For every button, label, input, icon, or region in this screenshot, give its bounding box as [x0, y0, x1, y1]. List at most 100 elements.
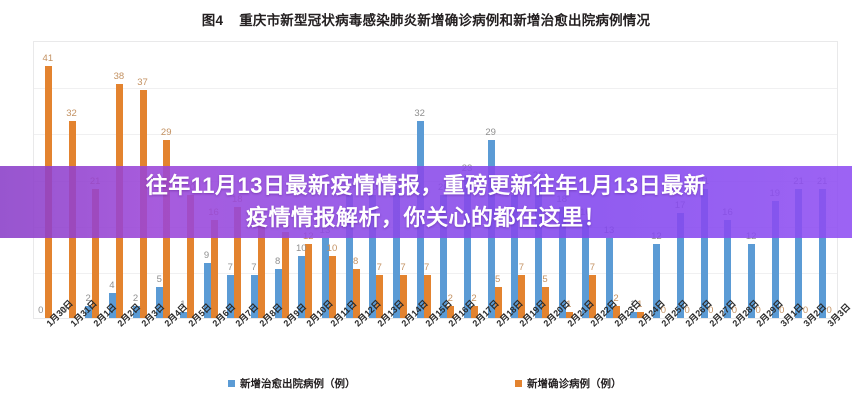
- bar-cured: [250, 274, 258, 318]
- bar-value-label-confirmed: 7: [400, 261, 406, 273]
- legend-item-confirmed[interactable]: 新增确诊病例（例）: [515, 376, 622, 391]
- bar-value-label-cured: 10: [295, 243, 307, 255]
- bar-cured: [108, 293, 116, 318]
- bar-cured: [392, 188, 400, 318]
- bar-confirmed: [613, 305, 621, 318]
- bar-confirmed: [423, 274, 431, 318]
- bar-value-label-confirmed: 2: [471, 292, 477, 304]
- bar-cured: [274, 268, 282, 318]
- bar-cured: [179, 311, 187, 318]
- bar-confirmed: [257, 225, 265, 318]
- bar-value-label-confirmed: 7: [589, 261, 596, 273]
- bar-cured: [85, 305, 93, 318]
- legend-item-cured[interactable]: 新增治愈出院病例（例）: [228, 376, 356, 391]
- bar-value-label-cured: 7: [251, 261, 257, 273]
- x-axis-labels: 1月30日 1月31日 2月1日 2月2日 2月3日 2月4日 2月5日 2月6日 2月7日 2月…: [33, 298, 852, 372]
- bar-confirmed: [494, 287, 502, 318]
- bar-cured: [582, 219, 590, 318]
- promo-banner-text: 往年11月13日最新疫情情报，重磅更新往年1月13日最新 疫情情报解析，你关心的…: [0, 166, 852, 238]
- chart-legend: 新增治愈出院病例（例） 新增确诊病例（例）: [0, 376, 852, 396]
- bar-value-label-cured: 2: [132, 292, 139, 304]
- bar-value-label-cured: 29: [485, 126, 496, 138]
- bar-confirmed: [92, 188, 100, 318]
- bar-cured: [724, 219, 732, 318]
- bar-value-label-cured: 9: [203, 249, 210, 261]
- bar-value-label-confirmed: 7: [376, 261, 382, 273]
- bar-cured: [795, 188, 803, 318]
- bar-confirmed: [518, 274, 526, 318]
- gridline: [34, 88, 837, 90]
- bar-cured: [132, 305, 140, 318]
- bar-confirmed: [281, 231, 289, 318]
- bar-confirmed: [565, 311, 573, 318]
- bar-confirmed: [447, 305, 455, 318]
- bar-value-label-confirmed: 0: [731, 305, 738, 316]
- bar-value-label-cured: 5: [156, 274, 162, 286]
- bar-value-label-confirmed: 41: [42, 52, 54, 64]
- bar-confirmed: [399, 274, 407, 318]
- bar-confirmed: [352, 268, 360, 318]
- bar-value-label-confirmed: 1: [637, 298, 643, 310]
- bar-cured: [819, 188, 827, 318]
- bar-confirmed: [636, 311, 644, 318]
- bar-confirmed: [305, 244, 313, 318]
- bar-value-label-confirmed: 8: [352, 255, 359, 267]
- bar-cured: [677, 213, 685, 318]
- bar-value-label-confirmed: 0: [684, 305, 690, 316]
- bar-cured: [440, 194, 448, 318]
- bar-cured: [748, 244, 756, 318]
- bar-value-label-cured: 1: [180, 298, 186, 310]
- bar-confirmed: [471, 305, 478, 318]
- bar-value-label-cured: 4: [109, 280, 115, 292]
- bar-cured: [558, 207, 566, 318]
- title-text: 重庆市新型冠状病毒感染肺炎新增确诊病例和新增治愈出院病例情况: [239, 13, 651, 28]
- bar-cured: [156, 287, 164, 318]
- bar-value-label-cured: 7: [227, 261, 233, 273]
- bar-cured: [511, 194, 519, 318]
- bar-confirmed: [186, 194, 194, 318]
- bar-confirmed: [542, 287, 550, 318]
- bar-value-label-confirmed: 7: [518, 261, 524, 273]
- legend-label: 新增治愈出院病例（例）: [240, 378, 356, 390]
- bar-cured: [321, 237, 329, 318]
- bar-value-label-confirmed: 7: [424, 261, 430, 273]
- bar-value-label-confirmed: 0: [802, 305, 809, 316]
- legend-label: 新增确诊病例（例）: [527, 378, 622, 390]
- gridline: [34, 134, 837, 136]
- bar-value-label-confirmed: 0: [826, 305, 832, 316]
- bar-value-label-cured: 0: [38, 305, 44, 316]
- bar-confirmed: [234, 207, 242, 318]
- bar-value-label-confirmed: 5: [495, 274, 501, 286]
- figure-number: 图4: [201, 13, 224, 28]
- bar-value-label-confirmed: 29: [160, 126, 172, 138]
- bar-value-label-confirmed: 0: [755, 305, 761, 316]
- bar-cured: [345, 194, 353, 318]
- bar-confirmed: [376, 274, 384, 318]
- bar-value-label-confirmed: 38: [113, 71, 125, 83]
- bar-cured: [700, 188, 708, 318]
- bar-value-label-confirmed: 1: [566, 298, 572, 310]
- bar-value-label-confirmed: 32: [66, 108, 77, 120]
- bar-cured: [629, 311, 637, 318]
- bar-value-label-confirmed: 0: [779, 305, 785, 316]
- bar-value-label-confirmed: 37: [137, 77, 148, 89]
- bar-confirmed: [210, 219, 218, 318]
- bar-cured: [464, 176, 471, 318]
- legend-swatch-icon: [228, 379, 235, 387]
- gridline: [34, 272, 837, 274]
- promo-line-1: 往年11月13日最新疫情情报，重磅更新往年1月13日最新: [145, 173, 707, 198]
- promo-banner-background: [0, 166, 852, 238]
- bar-cured: [203, 262, 211, 318]
- bar-cured: [606, 237, 614, 318]
- bar-value-label-cured: 2: [85, 292, 91, 304]
- bar-value-label-confirmed: 0: [660, 305, 667, 316]
- bar-confirmed: [589, 274, 597, 318]
- bar-cured: [227, 274, 235, 318]
- promo-line-2: 疫情情报解析，你关心的都在这里！: [245, 205, 606, 230]
- bar-cured: [535, 182, 543, 318]
- bar-value-label-confirmed: 2: [447, 292, 453, 304]
- legend-swatch-icon: [515, 379, 522, 387]
- bar-cured: [771, 201, 779, 318]
- bar-value-label-confirmed: 5: [542, 274, 548, 286]
